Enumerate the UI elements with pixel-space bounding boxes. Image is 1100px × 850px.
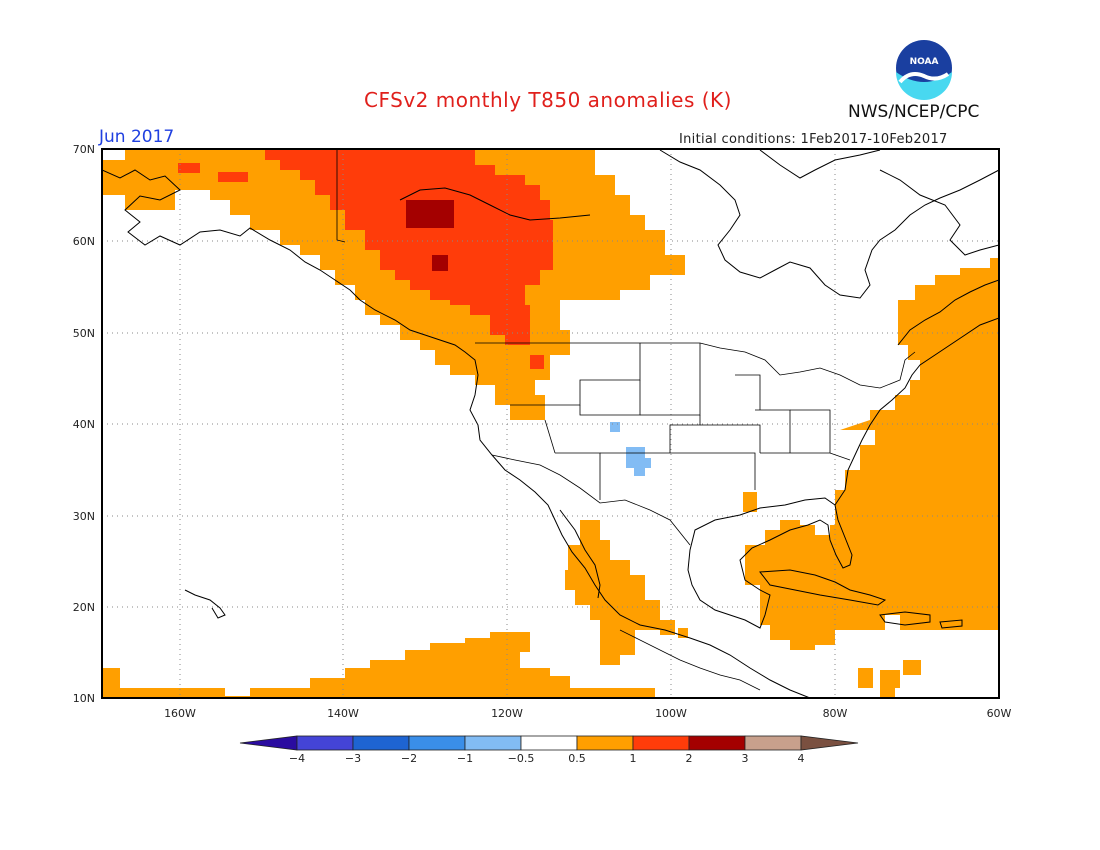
legend-tick-label: −3 [345,752,361,765]
noaa-logo-icon: NOAA [896,40,952,100]
legend-tick-label: 2 [686,752,693,765]
color-legend: −4 −3 −2 −1 −0.5 0.5 1 2 3 4 [239,735,859,765]
coastlines [102,149,999,698]
noaa-logo-text: NOAA [910,57,939,67]
lat-label: 60N [73,235,95,248]
legend-color-box [688,735,746,751]
legend-color-box [576,735,634,751]
lon-label: 100W [655,707,687,720]
longitude-labels: 160W 140W 120W 100W 80W 60W [164,707,1011,720]
lat-label: 10N [73,692,95,705]
legend-arrow-low [239,735,298,751]
lat-label: 50N [73,327,95,340]
lon-label: 160W [164,707,196,720]
lon-label: 80W [823,707,848,720]
legend-color-box [632,735,690,751]
initial-conditions-label: Initial conditions: 1Feb2017-10Feb2017 [679,132,948,147]
anomaly-area-dark-red [406,200,454,228]
anomaly-shading [102,150,999,698]
lon-label: 140W [327,707,359,720]
lat-label: 70N [73,143,95,156]
legend-color-box [520,735,578,751]
forecast-period: Jun 2017 [99,127,175,147]
lon-label: 120W [491,707,523,720]
legend-tick-label: 3 [742,752,749,765]
legend-tick-label: −4 [289,752,305,765]
anomaly-area-pacific [102,632,655,698]
legend-color-box [464,735,522,751]
legend-color-box [744,735,802,751]
lat-label: 20N [73,601,95,614]
legend-color-box [408,735,466,751]
lon-label: 60W [987,707,1012,720]
map-frame [101,148,1000,699]
latitude-labels: 70N 60N 50N 40N 30N 20N 10N [73,143,95,705]
legend-tick-label: 1 [630,752,637,765]
legend-color-box [352,735,410,751]
legend-tick-label: −2 [401,752,417,765]
lat-label: 40N [73,418,95,431]
legend-tick-label: 0.5 [568,752,586,765]
anomaly-area-mexico [565,520,675,665]
anomaly-area-atlantic [745,420,999,650]
legend-arrow-high [800,735,859,751]
lat-label: 30N [73,510,95,523]
agency-label: NWS/NCEP/CPC [848,102,980,122]
chart-title: CFSv2 monthly T850 anomalies (K) [364,88,732,112]
legend-color-box [296,735,354,751]
legend-tick-label: −1 [457,752,473,765]
political-boundaries [336,150,916,691]
anomaly-area-cool [610,422,620,432]
legend-tick-label: 4 [798,752,805,765]
legend-tick-label: −0.5 [508,752,535,765]
